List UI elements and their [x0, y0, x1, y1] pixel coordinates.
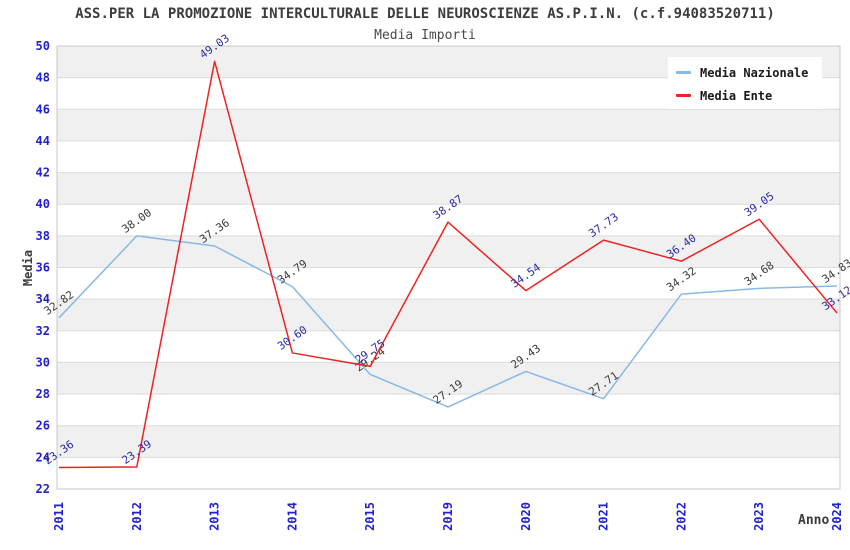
legend-item-media-ente: Media Ente — [676, 84, 822, 107]
x-axis-title: Anno — [798, 513, 830, 528]
x-tick-label: 2022 — [674, 502, 688, 531]
x-tick-label: 2021 — [597, 502, 611, 531]
y-tick-label: 24 — [36, 450, 50, 464]
legend-label-nazionale: Media Nazionale — [700, 65, 809, 80]
grid-band — [57, 394, 840, 426]
x-tick-label: 2019 — [441, 502, 455, 531]
y-tick-label: 36 — [36, 261, 50, 275]
x-tick-label: 2023 — [752, 502, 766, 531]
legend-swatch-nazionale-icon — [676, 71, 691, 74]
y-tick-label: 44 — [36, 134, 50, 148]
legend-item-media-nazionale: Media Nazionale — [676, 61, 822, 84]
x-tick-label: 2024 — [830, 502, 844, 531]
x-tick-label: 2014 — [285, 502, 299, 531]
legend: Media Nazionale Media Ente — [668, 57, 822, 109]
x-tick-label: 2013 — [208, 502, 222, 531]
y-tick-label: 34 — [36, 292, 50, 306]
grid-band — [57, 140, 840, 173]
legend-swatch-ente-icon — [676, 94, 691, 97]
y-tick-label: 42 — [36, 166, 50, 180]
grid-band — [57, 204, 840, 236]
y-tick-label: 22 — [36, 482, 50, 496]
y-tick-label: 48 — [36, 71, 50, 85]
grid-band — [57, 362, 840, 395]
x-tick-label: 2011 — [52, 502, 66, 531]
chart-title: ASS.PER LA PROMOZIONE INTERCULTURALE DEL… — [75, 6, 775, 22]
series-line-media-ente — [58, 60, 838, 469]
y-axis-title: Media — [21, 249, 35, 287]
x-tick-label: 2012 — [130, 502, 144, 531]
y-tick-label: 26 — [36, 419, 50, 433]
y-tick-label: 50 — [36, 39, 50, 53]
series-line-media-nazionale — [58, 235, 838, 408]
legend-label-ente: Media Ente — [700, 88, 773, 103]
y-tick-label: 32 — [36, 324, 50, 338]
plot-border — [56, 45, 841, 490]
y-tick-label: 30 — [36, 355, 50, 369]
grid-band — [57, 425, 840, 458]
x-tick-label: 2015 — [363, 502, 377, 531]
y-tick-label: 46 — [36, 102, 50, 116]
y-tick-label: 28 — [36, 387, 50, 401]
grid-band — [57, 109, 840, 141]
grid-band — [57, 457, 840, 489]
grid-band — [57, 330, 840, 363]
y-tick-label: 38 — [36, 229, 50, 243]
x-tick-label: 2020 — [519, 502, 533, 531]
grid-band — [57, 299, 840, 331]
grid-band — [57, 235, 840, 268]
chart-subtitle: Media Importi — [374, 28, 476, 43]
grid-band — [57, 267, 840, 300]
y-tick-label: 40 — [36, 197, 50, 211]
